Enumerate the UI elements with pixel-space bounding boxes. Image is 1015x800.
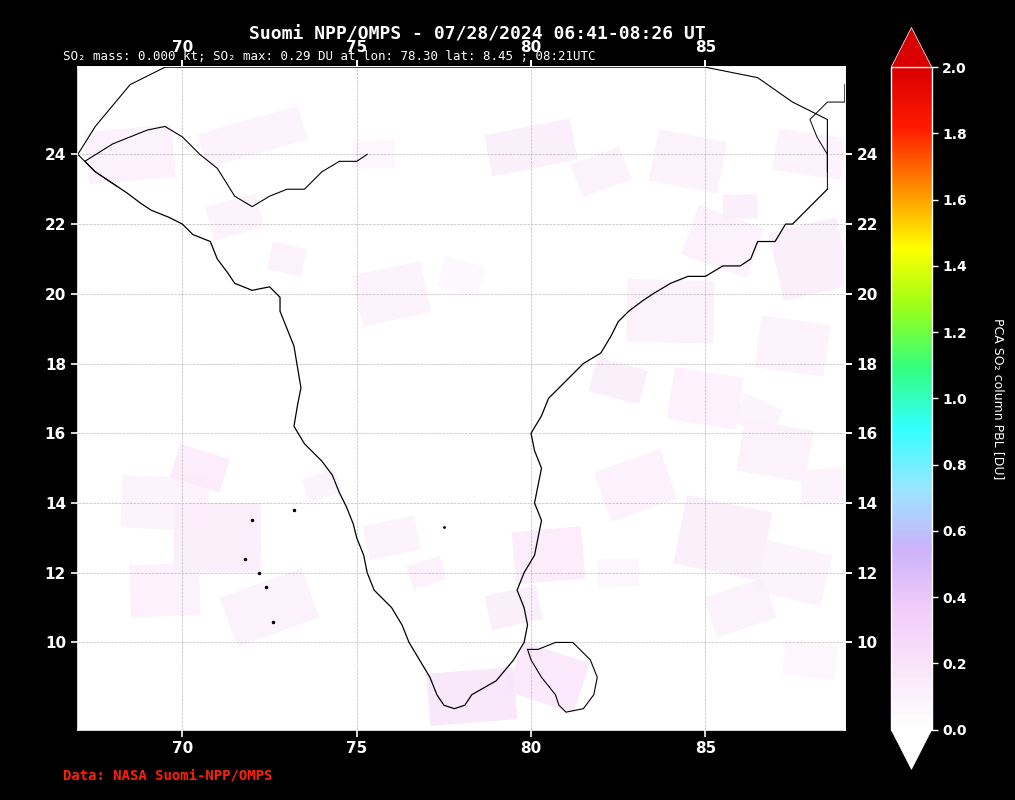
FancyBboxPatch shape xyxy=(512,526,586,584)
FancyBboxPatch shape xyxy=(732,393,784,439)
FancyBboxPatch shape xyxy=(800,466,855,505)
FancyBboxPatch shape xyxy=(484,585,543,630)
FancyBboxPatch shape xyxy=(783,640,837,680)
FancyBboxPatch shape xyxy=(219,568,320,647)
Polygon shape xyxy=(891,27,932,67)
FancyBboxPatch shape xyxy=(626,279,715,343)
FancyBboxPatch shape xyxy=(754,315,830,377)
FancyBboxPatch shape xyxy=(437,256,485,297)
FancyBboxPatch shape xyxy=(597,558,639,587)
FancyBboxPatch shape xyxy=(723,194,758,219)
FancyBboxPatch shape xyxy=(301,468,342,502)
FancyBboxPatch shape xyxy=(752,539,832,606)
Text: Suomi NPP/OMPS - 07/28/2024 06:41-08:26 UT: Suomi NPP/OMPS - 07/28/2024 06:41-08:26 … xyxy=(249,26,705,43)
FancyBboxPatch shape xyxy=(681,205,764,278)
FancyBboxPatch shape xyxy=(736,419,814,482)
FancyBboxPatch shape xyxy=(570,146,631,198)
FancyBboxPatch shape xyxy=(170,444,230,493)
FancyBboxPatch shape xyxy=(406,556,447,590)
FancyBboxPatch shape xyxy=(129,562,201,618)
FancyBboxPatch shape xyxy=(205,194,265,241)
Text: SO₂ mass: 0.000 kt; SO₂ max: 0.29 DU at lon: 78.30 lat: 8.45 ; 08:21UTC: SO₂ mass: 0.000 kt; SO₂ max: 0.29 DU at … xyxy=(63,50,596,62)
FancyBboxPatch shape xyxy=(594,450,677,522)
FancyBboxPatch shape xyxy=(426,667,518,726)
FancyBboxPatch shape xyxy=(484,118,578,176)
Text: Data: NASA Suomi-NPP/OMPS: Data: NASA Suomi-NPP/OMPS xyxy=(63,768,272,782)
FancyBboxPatch shape xyxy=(353,140,395,169)
Y-axis label: PCA SO₂ column PBL [DU]: PCA SO₂ column PBL [DU] xyxy=(992,318,1005,479)
FancyBboxPatch shape xyxy=(667,367,744,430)
FancyBboxPatch shape xyxy=(649,129,727,194)
FancyBboxPatch shape xyxy=(768,218,852,301)
FancyBboxPatch shape xyxy=(508,642,590,713)
FancyBboxPatch shape xyxy=(197,106,308,168)
FancyBboxPatch shape xyxy=(352,261,431,326)
FancyBboxPatch shape xyxy=(589,358,648,405)
FancyBboxPatch shape xyxy=(673,495,772,581)
FancyBboxPatch shape xyxy=(362,515,421,560)
FancyBboxPatch shape xyxy=(267,242,308,276)
Polygon shape xyxy=(891,730,932,770)
FancyBboxPatch shape xyxy=(84,125,176,184)
FancyBboxPatch shape xyxy=(174,503,261,573)
FancyBboxPatch shape xyxy=(772,129,848,180)
FancyBboxPatch shape xyxy=(703,578,776,638)
FancyBboxPatch shape xyxy=(121,475,209,530)
